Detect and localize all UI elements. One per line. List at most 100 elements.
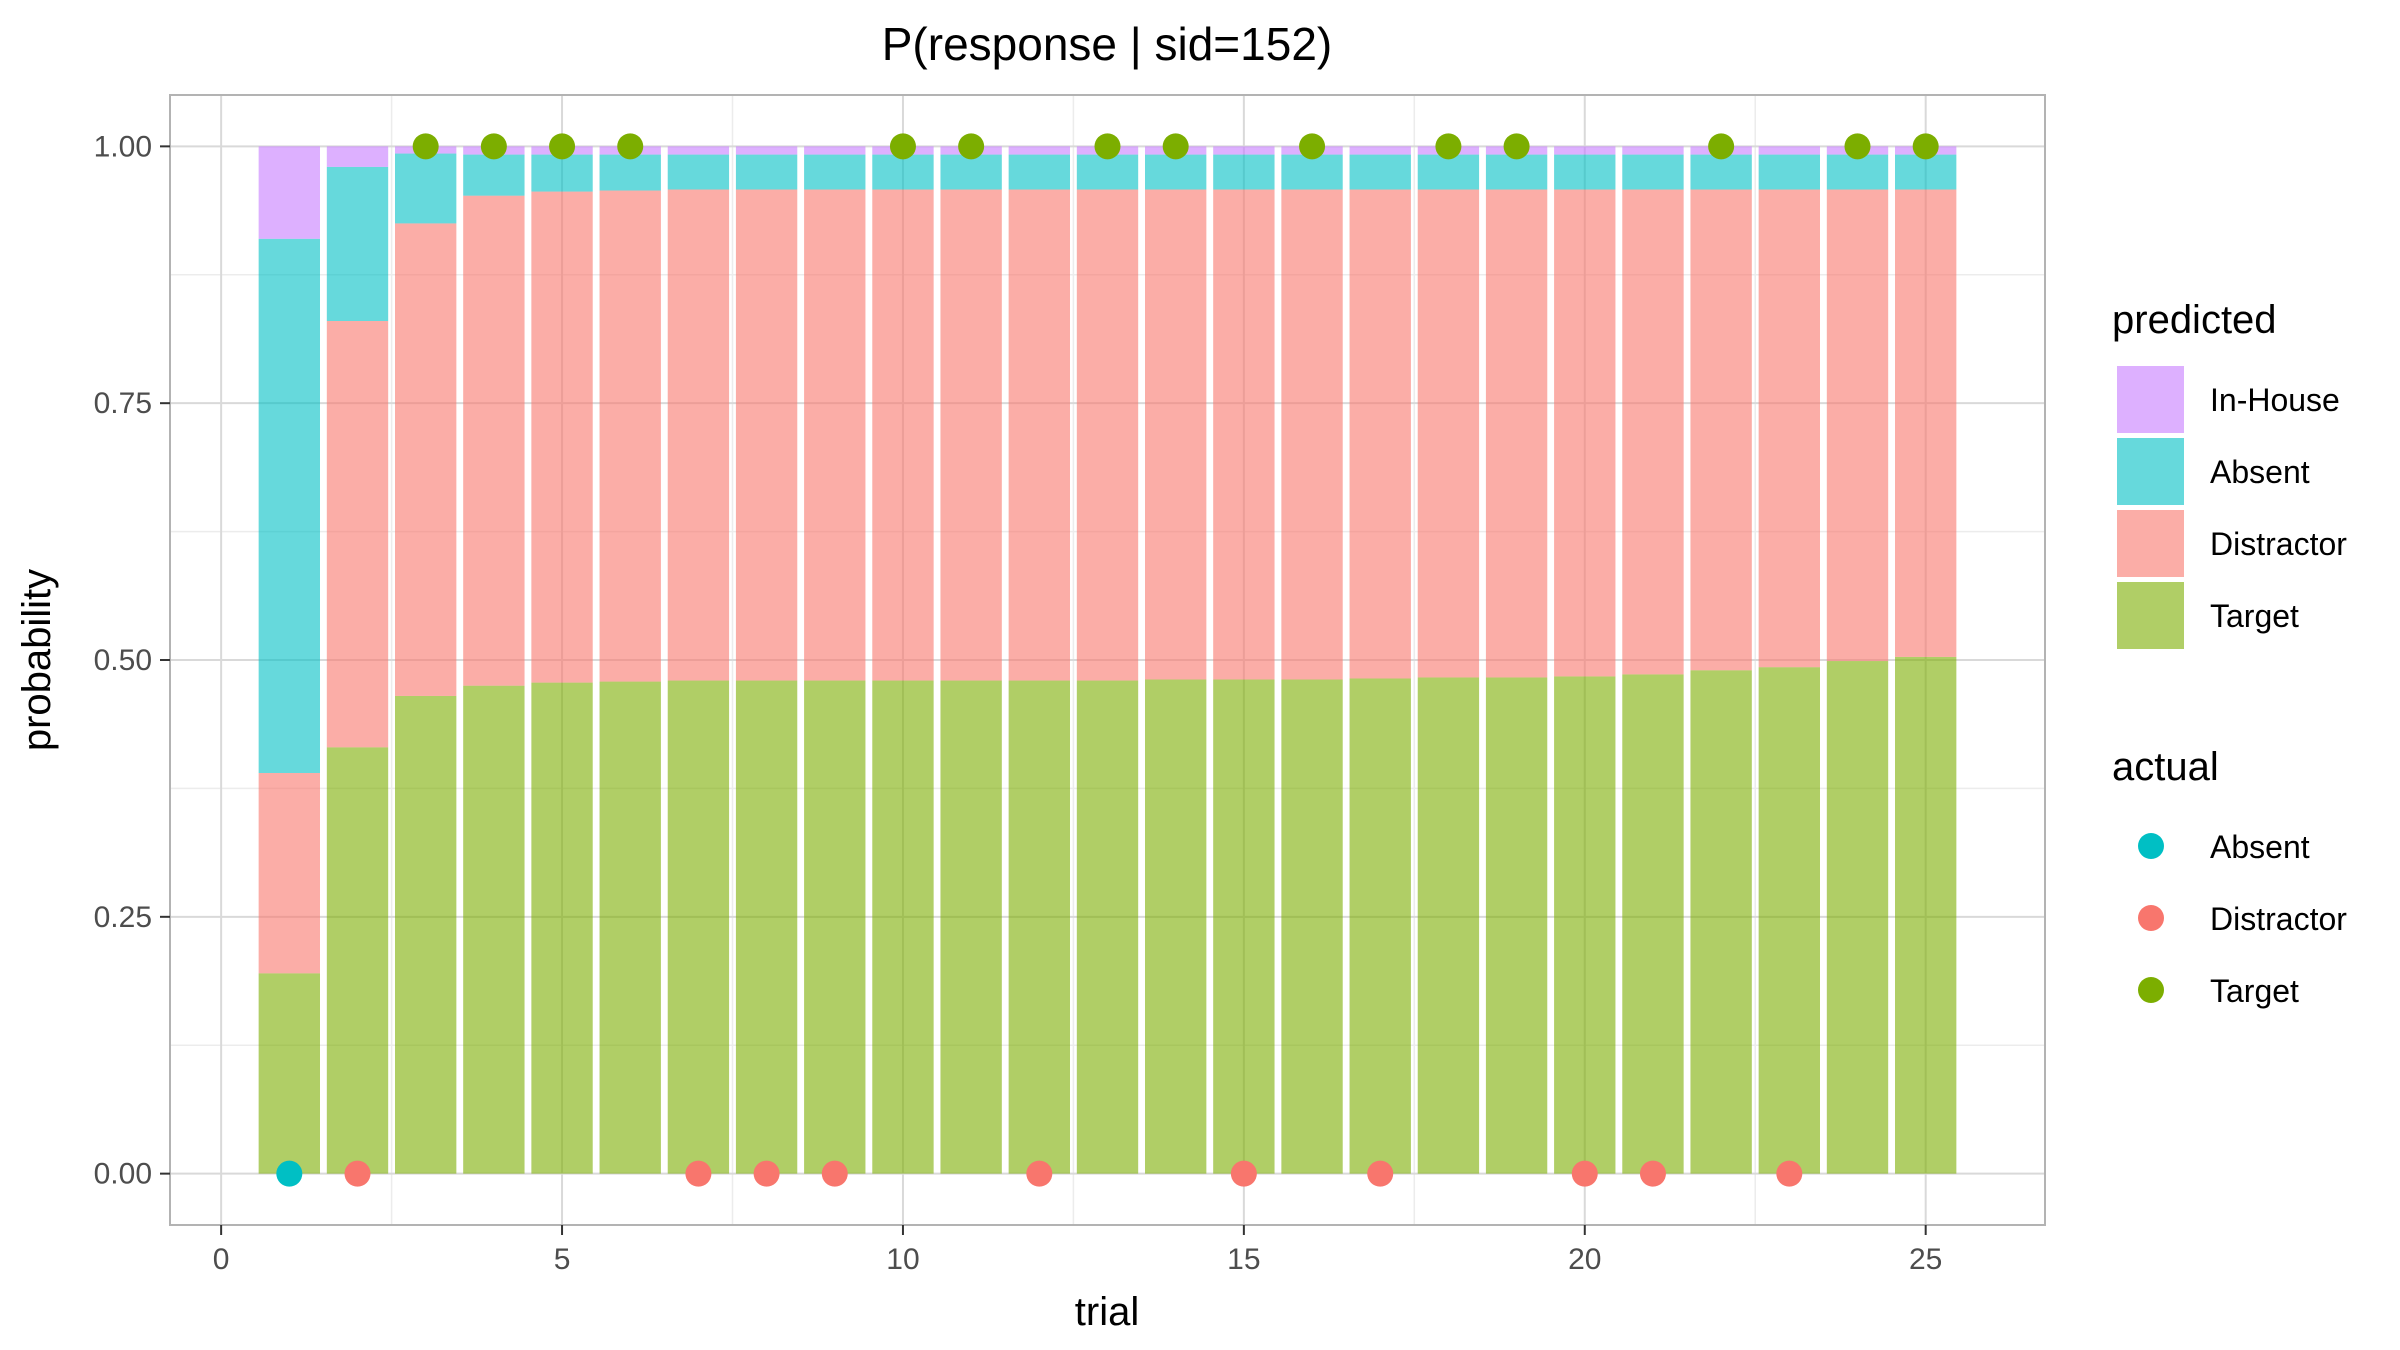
x-tick-label: 10: [886, 1243, 919, 1276]
bar-segment-distractor-trial-12: [1008, 189, 1070, 681]
legend-label-predicted: In-House: [2210, 382, 2340, 418]
bar-segment-distractor-trial-4: [463, 195, 525, 686]
actual-point-absent-trial-1: [276, 1160, 303, 1187]
actual-point-distractor-trial-12: [1026, 1160, 1053, 1187]
actual-point-target-trial-25: [1912, 133, 1939, 160]
bar-segment-absent-trial-5: [531, 154, 593, 192]
actual-point-distractor-trial-8: [753, 1160, 780, 1187]
bar-segment-target-trial-2: [326, 747, 389, 1174]
bar-segment-target-trial-17: [1349, 678, 1411, 1174]
bar-segment-target-trial-14: [1145, 679, 1207, 1174]
bar-segment-distractor-trial-3: [395, 223, 457, 696]
bar-segment-absent-trial-23: [1758, 154, 1820, 190]
actual-point-target-trial-3: [412, 133, 439, 160]
bar-segment-target-trial-1: [258, 973, 320, 1174]
bar-segment-in-house-trial-7: [667, 146, 730, 155]
bar-segment-in-house-trial-1: [258, 146, 320, 239]
x-tick-label: 15: [1227, 1243, 1260, 1276]
bar-segment-in-house-trial-9: [804, 146, 866, 155]
bar-segment-absent-trial-4: [463, 154, 525, 196]
legend-key-distractor: [2117, 510, 2184, 577]
bar-segment-distractor-trial-17: [1349, 189, 1411, 679]
bar-segment-distractor-trial-14: [1145, 189, 1207, 680]
bar-segment-in-house-trial-15: [1213, 146, 1275, 155]
legend-point-absent: [2138, 833, 2164, 859]
bar-segment-target-trial-7: [667, 680, 730, 1174]
bar-segment-distractor-trial-15: [1213, 189, 1275, 680]
bar-segment-target-trial-4: [463, 685, 525, 1174]
actual-point-distractor-trial-17: [1367, 1160, 1394, 1187]
bar-segment-absent-trial-10: [872, 154, 934, 190]
bar-segment-target-trial-8: [735, 680, 798, 1174]
bar-segment-absent-trial-12: [1008, 154, 1070, 190]
y-tick-label: 1.00: [94, 130, 152, 163]
bar-segment-in-house-trial-17: [1349, 146, 1411, 155]
bar-segment-absent-trial-15: [1213, 154, 1275, 190]
actual-point-distractor-trial-21: [1639, 1160, 1666, 1187]
x-tick-label: 20: [1568, 1243, 1601, 1276]
bar-segment-target-trial-20: [1554, 676, 1616, 1174]
bar-segment-absent-trial-14: [1145, 154, 1207, 190]
bar-segment-absent-trial-20: [1554, 154, 1616, 190]
bar-segment-target-trial-21: [1622, 674, 1684, 1174]
bars: [258, 146, 1957, 1174]
legend-label-actual: Distractor: [2210, 901, 2347, 937]
bar-segment-distractor-trial-23: [1758, 189, 1820, 668]
bar-segment-in-house-trial-2: [326, 146, 389, 167]
legend-label-predicted: Distractor: [2210, 526, 2347, 562]
actual-point-target-trial-19: [1503, 133, 1530, 160]
y-tick-label: 0.25: [94, 901, 152, 934]
bar-segment-target-trial-6: [599, 681, 661, 1174]
bar-segment-distractor-trial-19: [1485, 189, 1548, 678]
bar-segment-distractor-trial-11: [940, 189, 1002, 681]
bar-segment-target-trial-9: [804, 680, 866, 1174]
actual-point-target-trial-22: [1708, 133, 1735, 160]
bar-segment-absent-trial-18: [1417, 154, 1480, 190]
bar-segment-absent-trial-24: [1826, 154, 1889, 190]
bar-segment-in-house-trial-8: [735, 146, 798, 155]
bar-segment-distractor-trial-13: [1076, 189, 1139, 681]
bar-segment-absent-trial-11: [940, 154, 1002, 190]
legend-predicted-title: predicted: [2112, 298, 2277, 342]
bar-segment-distractor-trial-10: [872, 189, 934, 681]
bar-segment-distractor-trial-16: [1281, 189, 1343, 680]
legend-key-in-house: [2117, 366, 2184, 433]
bar-segment-target-trial-5: [531, 682, 593, 1174]
bar-segment-distractor-trial-8: [735, 189, 798, 681]
y-tick-label: 0.50: [94, 644, 152, 677]
actual-point-target-trial-13: [1094, 133, 1121, 160]
bar-segment-distractor-trial-2: [326, 321, 389, 748]
legend-actual: actual Absent Distractor Target: [2112, 745, 2347, 1009]
actual-point-target-trial-14: [1162, 133, 1189, 160]
legend-label-predicted: Target: [2210, 598, 2299, 634]
bar-segment-distractor-trial-25: [1895, 189, 1957, 657]
bar-segment-absent-trial-25: [1895, 154, 1957, 190]
bar-segment-distractor-trial-20: [1554, 189, 1616, 677]
bar-segment-target-trial-23: [1758, 667, 1820, 1174]
bar-segment-target-trial-18: [1417, 677, 1480, 1174]
actual-point-target-trial-5: [549, 133, 576, 160]
bar-segment-target-trial-10: [872, 680, 934, 1174]
legend-actual-title: actual: [2112, 745, 2219, 789]
x-axis: 0 5 10 15 20 25: [213, 1225, 1942, 1276]
legend-predicted: predicted In-House Absent Distractor Target: [2112, 298, 2347, 649]
legend-key-target: [2117, 582, 2184, 649]
y-axis-title: probability: [15, 569, 59, 751]
actual-point-target-trial-10: [889, 133, 916, 160]
bar-segment-in-house-trial-23: [1758, 146, 1820, 155]
bar-segment-in-house-trial-21: [1622, 146, 1684, 155]
bar-segment-target-trial-25: [1895, 656, 1957, 1174]
actual-point-target-trial-11: [958, 133, 985, 160]
bar-segment-target-trial-22: [1690, 670, 1752, 1174]
actual-point-target-trial-16: [1299, 133, 1326, 160]
legend-label-actual: Absent: [2210, 829, 2310, 865]
bar-segment-target-trial-13: [1076, 680, 1139, 1174]
actual-point-target-trial-18: [1435, 133, 1462, 160]
actual-point-target-trial-24: [1844, 133, 1871, 160]
x-axis-title: trial: [1075, 1290, 1139, 1334]
bar-segment-absent-trial-2: [326, 166, 389, 321]
bar-segment-absent-trial-1: [258, 238, 320, 773]
actual-point-target-trial-6: [617, 133, 644, 160]
y-tick-label: 0.00: [94, 1158, 152, 1191]
